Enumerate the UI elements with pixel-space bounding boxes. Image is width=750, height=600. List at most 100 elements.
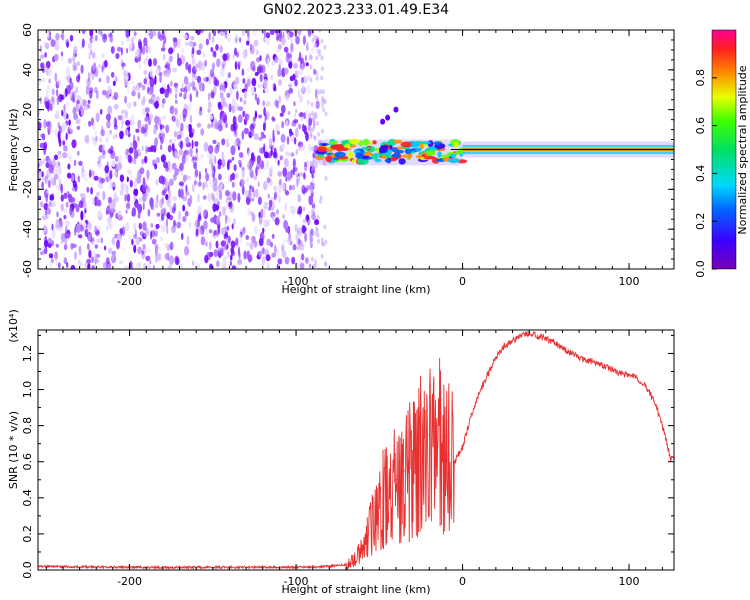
spectrogram-y-label: Frequency (Hz) <box>7 109 20 192</box>
noise-blob <box>243 99 247 105</box>
noise-blob <box>159 75 162 83</box>
noise-blob <box>223 256 227 267</box>
noise-blob <box>56 211 59 218</box>
noise-blob <box>292 73 296 81</box>
noise-blob <box>111 236 116 246</box>
noise-blob <box>97 183 102 188</box>
noise-blob <box>272 142 275 150</box>
noise-blob <box>197 181 202 187</box>
snr-panel: -200 -100 0 100 0.0 0.2 0.4 0.6 0.8 1.0 1.2 Heigh… <box>7 309 675 596</box>
noise-blob <box>224 231 229 238</box>
noise-blob <box>324 111 328 117</box>
noise-blob <box>244 90 247 100</box>
noise-blob <box>298 112 304 118</box>
noise-blob <box>129 156 133 164</box>
transition-blob <box>393 139 403 144</box>
noise-blob <box>189 194 193 205</box>
noise-blob <box>185 136 190 144</box>
noise-blob <box>271 60 275 66</box>
noise-blob <box>179 113 183 121</box>
noise-blob <box>84 262 87 269</box>
noise-blob <box>238 152 244 158</box>
noise-blob <box>46 90 49 100</box>
noise-blob <box>191 183 195 193</box>
noise-blob <box>277 195 281 204</box>
noise-blob <box>253 175 258 181</box>
snr-point <box>603 365 605 367</box>
noise-blob <box>321 102 325 108</box>
noise-blob <box>78 246 82 256</box>
noise-blob <box>318 51 322 57</box>
noise-blob <box>137 169 142 179</box>
noise-blob <box>293 119 299 124</box>
transition-blob <box>434 158 444 162</box>
noise-blob <box>148 58 152 67</box>
noise-blob <box>207 192 212 203</box>
noise-blob <box>126 47 129 54</box>
noise-blob <box>141 45 146 55</box>
noise-blob <box>291 256 296 265</box>
noise-blob <box>307 219 311 225</box>
noise-blob <box>92 123 96 130</box>
noise-blob <box>128 236 132 241</box>
colorbar-ticks: 0.0 0.2 0.4 0.6 0.8 <box>694 69 717 278</box>
noise-blob <box>193 161 198 170</box>
noise-blob <box>256 155 261 164</box>
noise-blob <box>120 109 126 115</box>
noise-blob <box>90 49 93 55</box>
noise-blob <box>48 200 53 208</box>
noise-blob <box>224 222 227 228</box>
noise-blob <box>179 140 184 150</box>
noise-blob <box>145 107 150 113</box>
noise-blob <box>142 193 147 203</box>
noise-blob <box>305 131 309 142</box>
noise-blob <box>111 208 116 214</box>
noise-blob <box>261 256 266 266</box>
noise-blob <box>40 77 46 83</box>
noise-blob <box>314 219 320 226</box>
noise-blob <box>96 191 101 197</box>
x-tick-label: 100 <box>619 575 640 588</box>
noise-blob <box>308 143 312 153</box>
noise-blob <box>189 82 192 87</box>
noise-blob <box>162 40 165 50</box>
noise-blob <box>230 173 233 182</box>
noise-blob <box>217 159 223 166</box>
noise-blob <box>243 250 247 260</box>
transition-blob <box>325 148 334 152</box>
noise-blob <box>179 92 183 97</box>
noise-blob <box>64 237 68 248</box>
noise-blob <box>187 175 191 180</box>
transition-blob <box>384 158 391 163</box>
noise-blob <box>271 233 275 239</box>
noise-blob <box>219 84 224 90</box>
noise-blob <box>324 175 328 181</box>
noise-blob <box>65 132 68 141</box>
noise-blob <box>115 133 118 139</box>
noise-blob <box>277 79 283 86</box>
noise-blob <box>40 62 44 68</box>
noise-blob <box>183 34 188 40</box>
noise-blob <box>314 231 318 237</box>
noise-blob <box>289 36 294 43</box>
noise-blob <box>209 263 213 269</box>
noise-blob <box>311 126 315 132</box>
noise-blob <box>66 113 69 120</box>
noise-blob <box>43 203 49 211</box>
noise-blob <box>181 82 185 91</box>
noise-blob <box>264 249 269 256</box>
transition-blob <box>347 151 354 159</box>
noise-blob <box>227 37 231 43</box>
noise-blob <box>281 104 286 114</box>
noise-blob <box>252 30 258 36</box>
noise-blob <box>308 263 312 269</box>
noise-blob <box>315 55 319 61</box>
noise-blob <box>307 99 310 106</box>
noise-blob <box>61 32 65 41</box>
noise-blob <box>133 244 137 254</box>
transition-blob <box>404 148 412 155</box>
noise-blob <box>136 177 142 184</box>
noise-blob <box>310 256 314 262</box>
